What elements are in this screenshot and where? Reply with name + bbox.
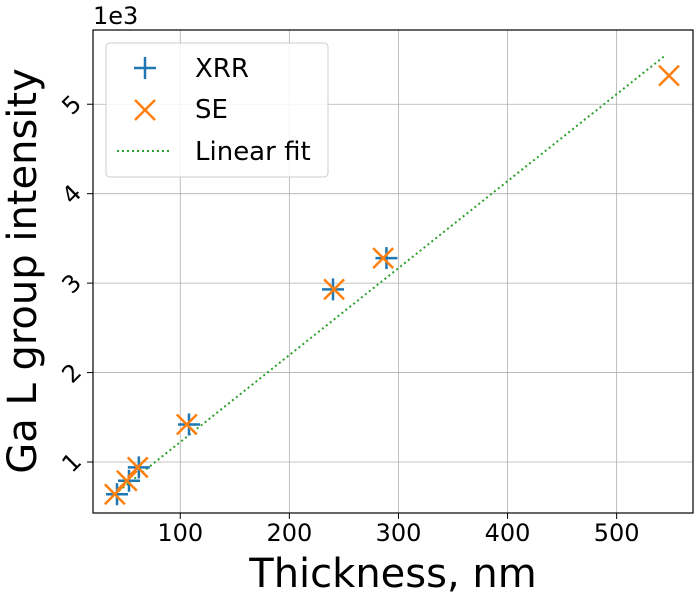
legend-label-se: SE	[195, 95, 228, 125]
x-marker-stroke	[134, 99, 156, 121]
xrr-point	[178, 413, 200, 436]
xrr-point	[375, 247, 398, 270]
x-tick-label: 300	[376, 519, 422, 547]
x-tick-label: 100	[157, 519, 203, 547]
plot-frame	[92, 29, 694, 514]
xrr-point	[106, 483, 128, 506]
y-multiplier-label: 1e3	[93, 2, 138, 30]
x-marker-stroke	[323, 278, 345, 301]
se-point	[372, 247, 395, 269]
x-tick-label: 500	[594, 519, 640, 547]
x-axis-label: Thickness, nm	[248, 551, 536, 597]
x-tick-label: 200	[266, 519, 312, 547]
x-marker-stroke	[372, 247, 395, 269]
xrr-point	[118, 469, 140, 492]
legend-label-xrr: XRR	[195, 54, 249, 84]
se-point	[126, 456, 149, 479]
data-markers	[103, 64, 680, 506]
se-point	[115, 469, 138, 492]
legend-frame	[105, 42, 329, 178]
legend: XRR SE Linear fit	[105, 42, 329, 178]
x-marker-stroke	[126, 456, 149, 479]
x-marker-stroke	[115, 469, 138, 492]
legend-x-marker	[134, 99, 156, 121]
legend-label-linear-fit: Linear fit	[195, 137, 311, 167]
x-marker-stroke	[658, 64, 680, 87]
x-marker-stroke	[175, 413, 198, 436]
legend-plus-marker	[134, 57, 156, 79]
se-point	[175, 413, 198, 436]
se-point	[323, 278, 345, 301]
y-axis-label: Ga L group intensity	[0, 68, 46, 474]
x-tick-label: 400	[485, 519, 531, 547]
se-point	[658, 64, 680, 87]
